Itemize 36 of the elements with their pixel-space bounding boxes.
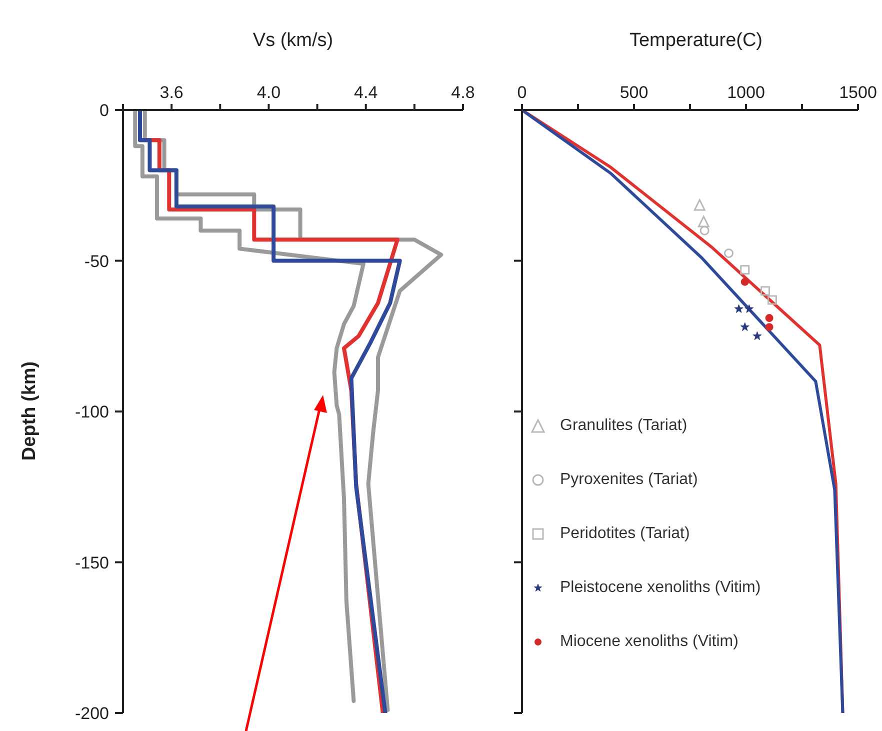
legend-label: Pyroxenites (Tariat) bbox=[560, 471, 698, 489]
x-axis-title: Temperature(C) bbox=[628, 30, 764, 52]
point bbox=[740, 322, 750, 331]
legend-label: Granulites (Tariat) bbox=[560, 417, 688, 435]
x-tick-label: 1000 bbox=[727, 83, 765, 102]
y-tick-label: -50 bbox=[84, 252, 109, 271]
x-tick-label: 4.0 bbox=[256, 83, 281, 102]
point bbox=[767, 295, 777, 305]
x-tick-label: 4.8 bbox=[451, 83, 475, 102]
point bbox=[744, 304, 754, 313]
line-series bbox=[133, 110, 366, 703]
legend-label: Miocene xenoliths (Vitim) bbox=[560, 633, 738, 651]
x-tick-label: 1500 bbox=[839, 83, 877, 102]
y-axis-title: Depth (km) bbox=[19, 361, 41, 461]
point bbox=[694, 199, 706, 211]
legend-label: Pleistocene xenoliths (Vitim) bbox=[560, 579, 761, 597]
x-tick-label: 500 bbox=[620, 83, 648, 102]
y-tick-label: -150 bbox=[74, 553, 109, 572]
x-axis-title: Vs (km/s) bbox=[252, 30, 334, 52]
point bbox=[752, 331, 762, 340]
point bbox=[740, 278, 749, 286]
point bbox=[698, 216, 710, 228]
point bbox=[765, 323, 774, 332]
point bbox=[765, 314, 774, 322]
point bbox=[724, 248, 734, 258]
point bbox=[740, 265, 750, 275]
point bbox=[760, 286, 770, 296]
legend-label: Peridotites (Tariat) bbox=[560, 525, 690, 543]
x-tick-label: 4.4 bbox=[354, 83, 378, 102]
y-tick-label: -200 bbox=[74, 704, 109, 723]
y-tick-label: -100 bbox=[74, 402, 109, 422]
x-tick-label: 3.6 bbox=[160, 83, 184, 102]
point bbox=[734, 304, 744, 313]
y-tick-label: 0 bbox=[100, 101, 109, 120]
x-tick-label: 0 bbox=[517, 83, 527, 102]
point bbox=[700, 226, 710, 236]
